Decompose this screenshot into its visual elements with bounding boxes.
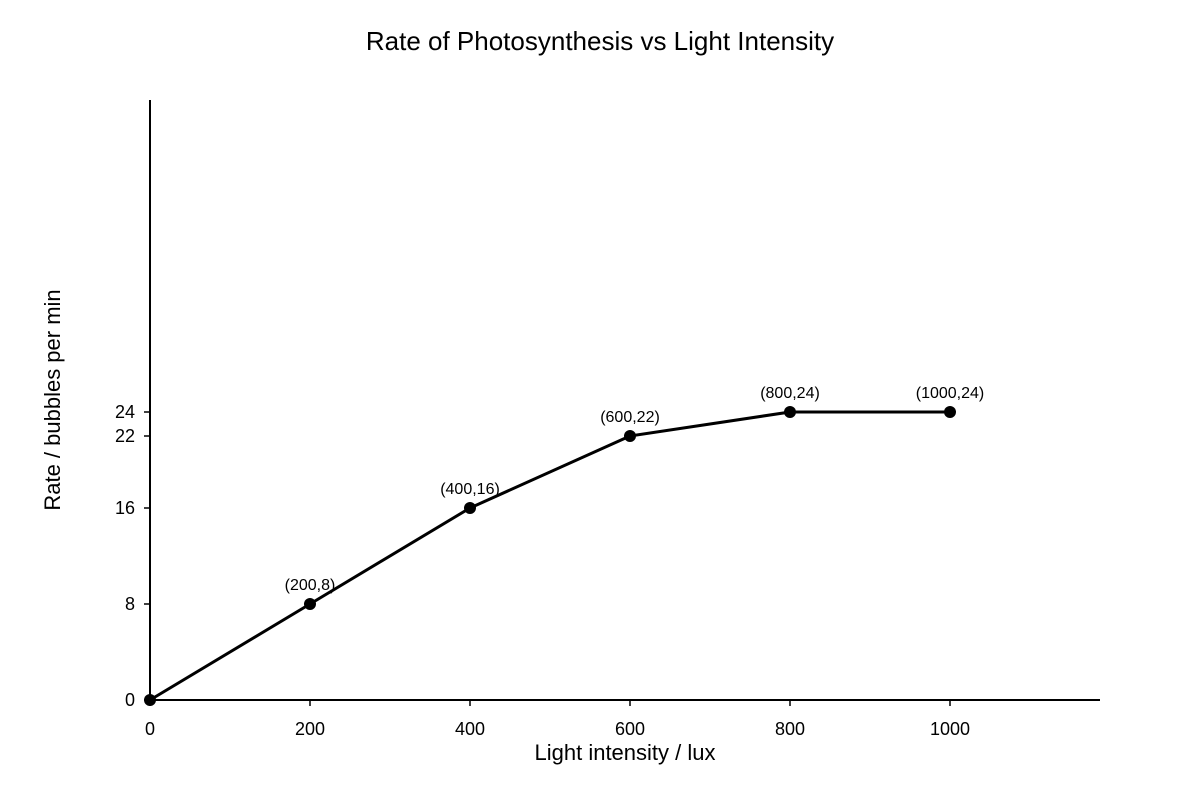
y-axis-label: Rate / bubbles per min: [40, 289, 65, 510]
data-label: (200,8): [285, 577, 336, 594]
series-line: [149, 410, 950, 702]
data-point: [784, 406, 796, 418]
x-tick-label: 1000: [930, 719, 970, 739]
ticks: 0 200 400 600 800 1000 0 8 16 22 24: [115, 402, 970, 739]
data-label: (400,16): [440, 481, 500, 498]
data-label: (600,22): [600, 409, 660, 426]
y-tick-label: 22: [115, 426, 135, 446]
data-label: (800,24): [760, 385, 820, 402]
y-tick-label: 16: [115, 498, 135, 518]
data-point: [624, 430, 636, 442]
x-tick-label: 400: [455, 719, 485, 739]
x-tick-label: 0: [145, 719, 155, 739]
x-tick-label: 600: [615, 719, 645, 739]
chart-title: Rate of Photosynthesis vs Light Intensit…: [366, 26, 834, 56]
series: [144, 406, 956, 706]
data-label: (1000,24): [916, 385, 985, 402]
data-point: [304, 598, 316, 610]
y-tick-label: 0: [125, 690, 135, 710]
data-point: [144, 694, 156, 706]
y-tick-label: 8: [125, 594, 135, 614]
x-tick-label: 800: [775, 719, 805, 739]
x-tick-label: 200: [295, 719, 325, 739]
x-axis-label: Light intensity / lux: [535, 740, 716, 765]
data-labels: (200,8) (400,16) (600,22) (800,24) (1000,24): [285, 385, 985, 594]
axes: [149, 100, 1100, 701]
y-tick-label: 24: [115, 402, 135, 422]
data-point: [464, 502, 476, 514]
data-point: [944, 406, 956, 418]
